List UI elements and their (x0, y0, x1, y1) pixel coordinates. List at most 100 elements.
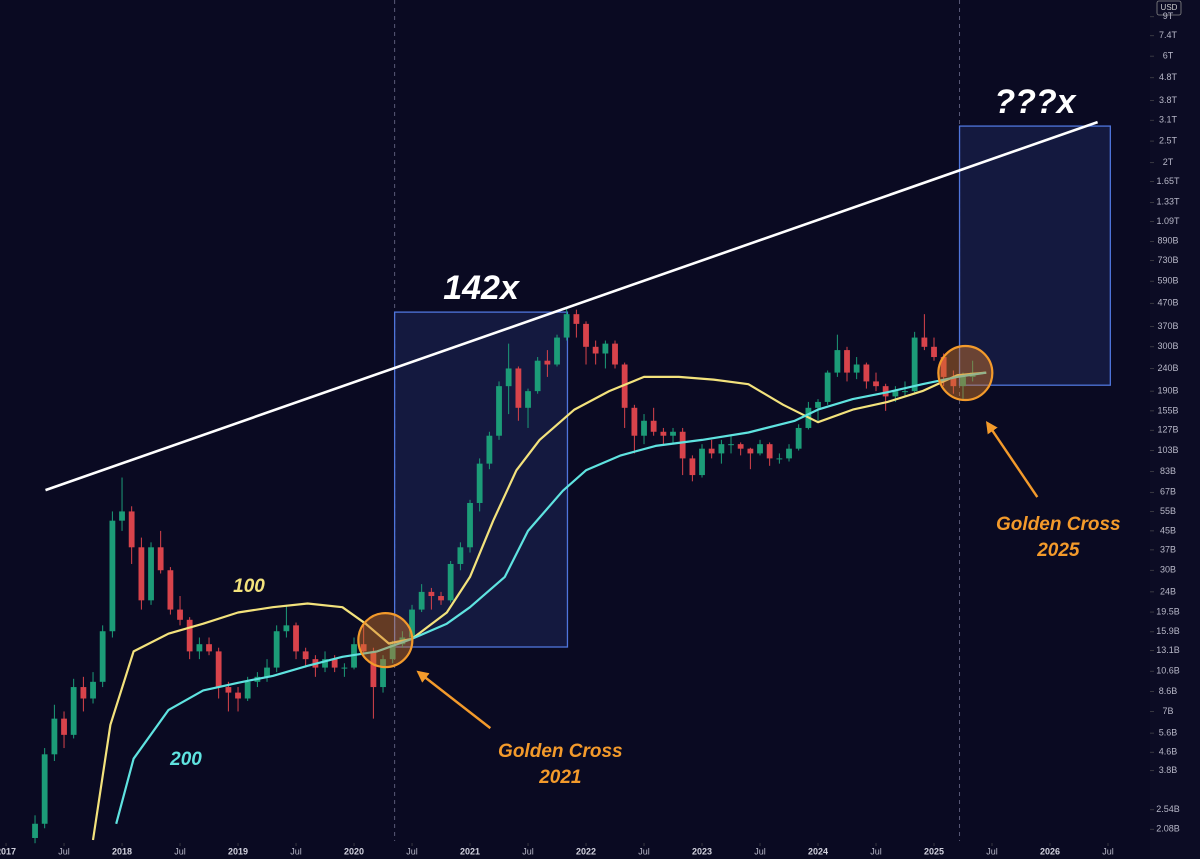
x-tick-label: Jul (986, 846, 998, 856)
y-tick-label: 67B (1160, 487, 1176, 497)
golden-cross-marker (937, 344, 994, 402)
candle-body (467, 502, 473, 548)
candle-body (940, 357, 947, 377)
y-tick-label: 83B (1160, 466, 1176, 476)
currency: USD (1161, 3, 1178, 12)
y-tick-label: 5.6B (1159, 727, 1178, 737)
candle-body (90, 681, 96, 699)
x-tick-label: 2026 (1040, 846, 1060, 856)
candle-body (844, 350, 850, 373)
candle-body (457, 547, 464, 564)
candle-body (215, 651, 222, 688)
candle-body (960, 376, 966, 387)
x-tick-label: Jul (754, 846, 766, 856)
annotation: Golden Cross (996, 514, 1121, 535)
candle-body (554, 337, 560, 365)
y-tick-label: 300B (1157, 341, 1178, 351)
candle-body (563, 314, 570, 338)
candle-body (699, 448, 705, 476)
candle-body (728, 444, 734, 446)
candle-body (815, 401, 821, 408)
candle-body (824, 372, 831, 402)
x-tick-label: 2018 (112, 846, 132, 856)
candle-body (157, 547, 164, 571)
y-tick-label: 370B (1157, 321, 1178, 331)
candle-body (370, 651, 377, 688)
candle-body (679, 431, 686, 459)
y-tick-label: 19.5B (1156, 606, 1180, 616)
y-tick-label: 37B (1160, 544, 1176, 554)
x-tick-label: 2019 (228, 846, 248, 856)
candle-body (293, 625, 299, 652)
candle-body (650, 420, 657, 432)
candle-body (360, 644, 367, 652)
candle-body (177, 609, 183, 620)
y-tick-label: 2.08B (1156, 824, 1180, 834)
arrow (985, 421, 1039, 498)
y-tick-label: 470B (1157, 298, 1178, 308)
legend-label: 100 (233, 576, 265, 597)
candle-body (99, 631, 106, 682)
y-tick-label: 2T (1163, 157, 1174, 167)
candle-body (51, 718, 58, 755)
candle-body (476, 463, 483, 503)
x-tick-label: 2023 (692, 846, 712, 856)
candle-body (322, 659, 328, 668)
y-tick-label: 240B (1157, 363, 1178, 373)
y-tick-label: 2.5T (1159, 135, 1178, 145)
y-tick-label: 7B (1162, 706, 1173, 716)
candle-body (641, 420, 647, 436)
y-tick-label: 103B (1157, 445, 1178, 455)
y-tick-label: 1.65T (1156, 176, 1180, 186)
candle-body (428, 591, 435, 597)
moving-average (91, 371, 987, 841)
y-tick-label: 1.33T (1156, 197, 1180, 207)
y-tick-label: 45B (1160, 525, 1176, 535)
y-tick-label: 3.8B (1159, 765, 1178, 775)
y-tick-label: 10.6B (1156, 666, 1180, 676)
candle-body (41, 754, 48, 824)
candle-body (921, 337, 928, 347)
candle-body (186, 619, 193, 652)
y-tick-label: 55B (1160, 506, 1176, 516)
candle-body (70, 687, 77, 735)
y-tick-label: 7.4T (1159, 30, 1178, 40)
candle-body (486, 435, 493, 464)
candle-body (708, 448, 715, 454)
candle-body (863, 364, 870, 382)
y-tick-label: 890B (1157, 236, 1178, 246)
y-tick-label: 3.8T (1159, 95, 1178, 105)
y-tick-label: 3.1T (1159, 115, 1178, 125)
y-tick-label: 30B (1160, 565, 1176, 575)
y-tick-label: 13.1B (1156, 645, 1180, 655)
x-tick-label: 2022 (576, 846, 596, 856)
candle-body (873, 381, 879, 387)
candle-body (496, 386, 502, 436)
candle-body (660, 431, 667, 436)
candle-body (776, 458, 783, 460)
candle-body (225, 687, 232, 693)
candle-body (621, 364, 628, 408)
candle-body (283, 625, 290, 632)
candle-body (148, 547, 154, 601)
y-tick-label: 24B (1160, 586, 1176, 596)
candle-body (583, 323, 589, 347)
candle-body (418, 591, 425, 610)
y-tick-label: 2.54B (1156, 804, 1180, 814)
candle-body (602, 343, 609, 354)
box-label: ???x (994, 83, 1077, 121)
candle-body (534, 360, 541, 392)
annotation: 2021 (538, 767, 581, 788)
y-tick-label: 730B (1157, 255, 1178, 265)
candle-body (515, 368, 522, 408)
candle-body (544, 360, 551, 365)
y-tick-label: 590B (1157, 276, 1178, 286)
candle-body (573, 314, 580, 324)
box-label: 142x (443, 269, 521, 307)
x-tick-label: Jul (870, 846, 882, 856)
currency-box (1156, 0, 1182, 16)
y-tick-label: 127B (1157, 425, 1178, 435)
y-tick-label: 15.9B (1156, 626, 1180, 636)
